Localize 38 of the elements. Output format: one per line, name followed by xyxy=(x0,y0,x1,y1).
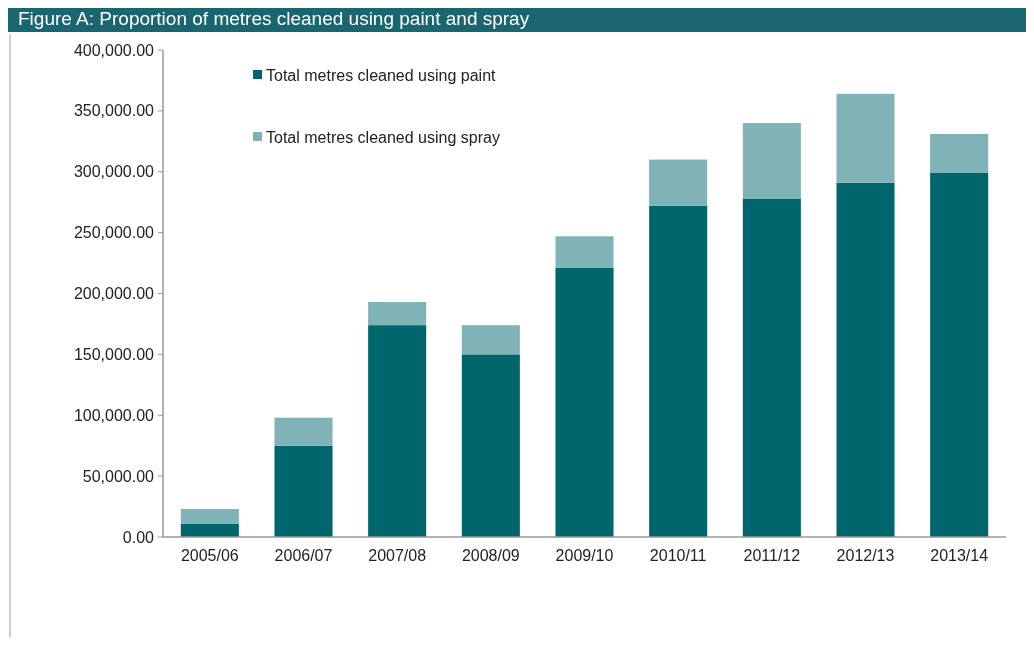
bar xyxy=(649,205,708,537)
y-tick-label: 200,000.00 xyxy=(73,285,155,303)
x-tick-label: 2013/14 xyxy=(930,547,989,564)
bar xyxy=(180,509,239,524)
bar xyxy=(368,325,427,537)
bar xyxy=(742,123,801,199)
bar xyxy=(555,236,614,268)
legend-label: Total metres cleaned using spray xyxy=(266,128,500,146)
chart-title: Figure A: Proportion of metres cleaned using paint and spray xyxy=(18,8,530,29)
bar xyxy=(368,302,427,326)
bar xyxy=(274,417,333,446)
x-tick-label: 2010/11 xyxy=(649,547,707,564)
bar xyxy=(461,354,520,537)
bar xyxy=(649,159,708,206)
y-tick-label: 0.00 xyxy=(122,528,155,546)
bar xyxy=(930,134,989,173)
bar xyxy=(555,267,614,537)
x-tick-label: 2011/12 xyxy=(743,547,801,564)
y-tick-label: 150,000.00 xyxy=(73,345,155,363)
x-tick-label: 2012/13 xyxy=(836,547,895,564)
x-tick-label: 2006/07 xyxy=(274,547,333,564)
x-tick-label: 2007/08 xyxy=(368,547,427,564)
x-tick-label: 2008/09 xyxy=(461,547,520,564)
y-tick-label: 50,000.00 xyxy=(82,467,155,485)
bar xyxy=(930,172,989,537)
y-tick-label: 350,000.00 xyxy=(73,102,155,120)
bar xyxy=(742,198,801,537)
bar xyxy=(461,325,520,355)
y-tick-label: 250,000.00 xyxy=(73,224,155,242)
y-tick-label: 400,000.00 xyxy=(73,41,155,59)
bar xyxy=(274,445,333,537)
y-tick-label: 100,000.00 xyxy=(73,406,155,424)
bar xyxy=(836,93,895,183)
bar xyxy=(836,182,895,537)
x-tick-label: 2009/10 xyxy=(555,547,614,564)
x-tick-label: 2005/06 xyxy=(180,547,239,564)
legend-label: Total metres cleaned using paint xyxy=(266,66,497,84)
y-tick-label: 300,000.00 xyxy=(73,163,155,181)
